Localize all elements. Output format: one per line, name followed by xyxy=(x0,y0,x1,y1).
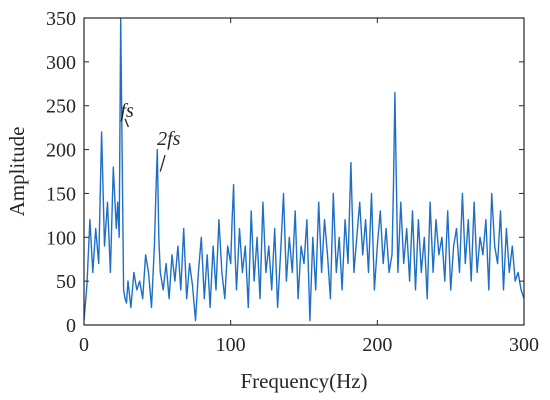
x-tick-label: 200 xyxy=(362,334,392,356)
plot-line-layer xyxy=(84,18,524,322)
y-tick-label: 250 xyxy=(46,96,76,118)
annotation-label: 2fs xyxy=(157,128,181,150)
series-line-1 xyxy=(84,18,524,322)
annotation-label: fs xyxy=(120,100,134,122)
x-tick-label: 100 xyxy=(216,334,246,356)
y-tick-label: 200 xyxy=(46,140,76,162)
annotation-1: fs xyxy=(120,100,134,128)
annotation-2: 2fs xyxy=(157,128,181,172)
y-tick-label: 350 xyxy=(46,8,76,30)
y-tick-label: 150 xyxy=(46,183,76,205)
x-axis-title: Frequency(Hz) xyxy=(240,369,367,393)
y-tick-label: 0 xyxy=(66,315,76,337)
x-tick-label: 300 xyxy=(509,334,539,356)
y-tick-label: 300 xyxy=(46,52,76,74)
ticks-layer: 0 100 200 300 0 50 100 150 200 250 300 350 xyxy=(46,8,539,356)
annotation-pointer xyxy=(159,154,166,172)
y-axis-title: Amplitude xyxy=(5,127,29,217)
annotation-layer: fs 2fs xyxy=(120,100,181,172)
plot-frame xyxy=(83,17,525,326)
y-tick-label: 100 xyxy=(46,227,76,249)
annotation-pointer xyxy=(124,118,130,128)
x-tick-label: 0 xyxy=(79,334,89,356)
y-tick-label: 50 xyxy=(56,271,76,293)
